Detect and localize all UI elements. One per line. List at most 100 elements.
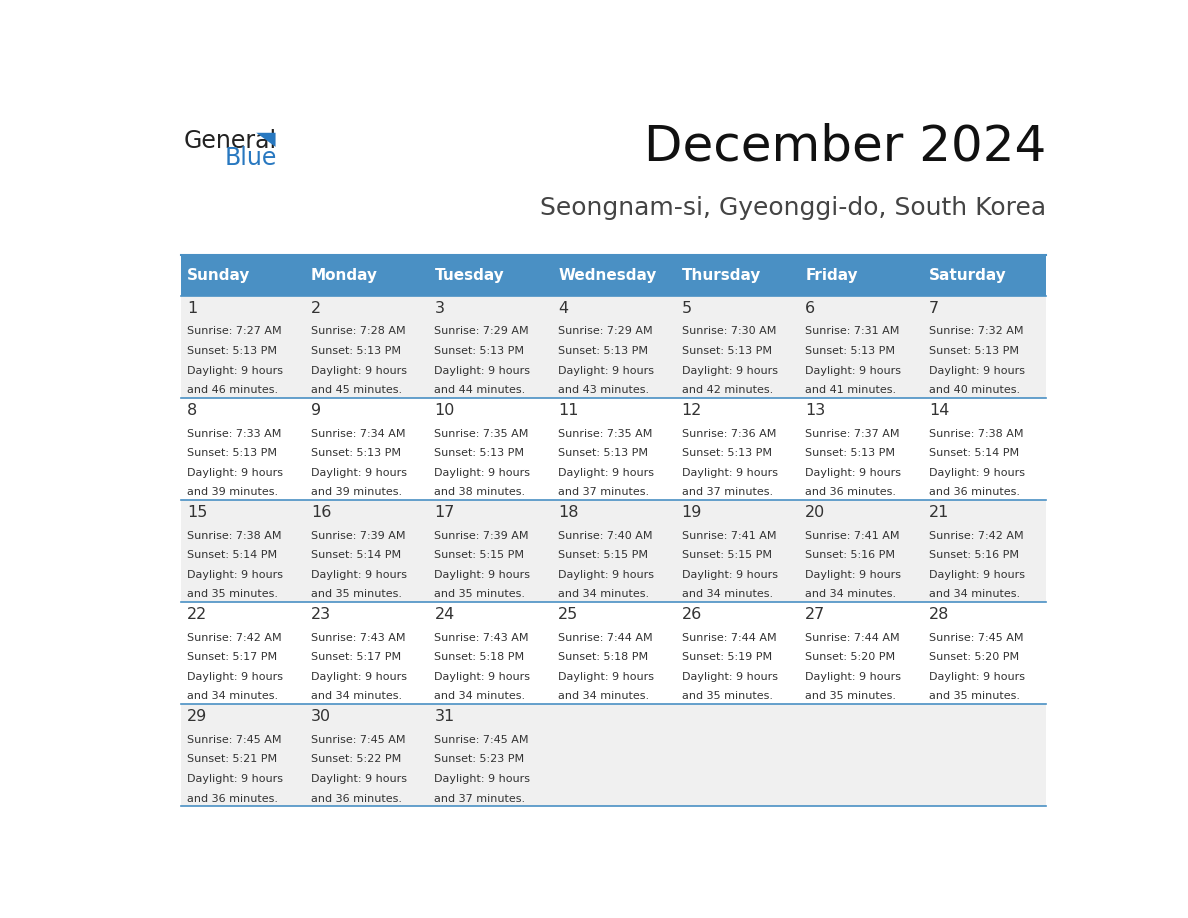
Bar (798, 602, 923, 704)
Bar (923, 255, 1047, 297)
Bar (923, 500, 1047, 602)
Text: and 38 minutes.: and 38 minutes. (435, 487, 525, 498)
Text: Daylight: 9 hours: Daylight: 9 hours (188, 570, 283, 580)
Text: 31: 31 (435, 710, 455, 724)
Text: Daylight: 9 hours: Daylight: 9 hours (682, 570, 778, 580)
Text: Daylight: 9 hours: Daylight: 9 hours (929, 468, 1025, 477)
Text: and 46 minutes.: and 46 minutes. (188, 386, 278, 396)
Text: and 34 minutes.: and 34 minutes. (558, 691, 649, 701)
Bar (181, 704, 304, 806)
Text: and 34 minutes.: and 34 minutes. (558, 589, 649, 599)
Text: 21: 21 (929, 505, 949, 521)
Bar (675, 255, 798, 297)
Text: and 36 minutes.: and 36 minutes. (311, 793, 402, 803)
Text: 22: 22 (188, 607, 208, 622)
Text: Sunset: 5:13 PM: Sunset: 5:13 PM (805, 346, 896, 356)
Text: 24: 24 (435, 607, 455, 622)
Text: Sunrise: 7:38 AM: Sunrise: 7:38 AM (188, 531, 282, 541)
Text: Sunset: 5:18 PM: Sunset: 5:18 PM (435, 653, 525, 662)
Text: Daylight: 9 hours: Daylight: 9 hours (435, 365, 531, 375)
Text: 10: 10 (435, 403, 455, 418)
Text: Thursday: Thursday (682, 268, 762, 283)
Text: 12: 12 (682, 403, 702, 418)
Bar (551, 398, 675, 500)
Text: Daylight: 9 hours: Daylight: 9 hours (435, 570, 531, 580)
Text: Sunset: 5:14 PM: Sunset: 5:14 PM (188, 550, 277, 560)
Text: and 37 minutes.: and 37 minutes. (682, 487, 773, 498)
Text: 29: 29 (188, 710, 208, 724)
Text: Sunset: 5:19 PM: Sunset: 5:19 PM (682, 653, 772, 662)
Text: and 35 minutes.: and 35 minutes. (682, 691, 772, 701)
Text: Daylight: 9 hours: Daylight: 9 hours (311, 468, 406, 477)
Text: 5: 5 (682, 301, 691, 316)
Text: and 36 minutes.: and 36 minutes. (929, 487, 1020, 498)
Bar (923, 398, 1047, 500)
Text: Daylight: 9 hours: Daylight: 9 hours (558, 570, 655, 580)
Text: Sunset: 5:15 PM: Sunset: 5:15 PM (435, 550, 524, 560)
Text: 7: 7 (929, 301, 940, 316)
Text: Sunrise: 7:45 AM: Sunrise: 7:45 AM (929, 633, 1024, 643)
Text: Daylight: 9 hours: Daylight: 9 hours (188, 468, 283, 477)
Text: Sunrise: 7:27 AM: Sunrise: 7:27 AM (188, 327, 282, 337)
Text: Sunset: 5:13 PM: Sunset: 5:13 PM (311, 448, 400, 458)
Bar (675, 602, 798, 704)
Text: and 35 minutes.: and 35 minutes. (929, 691, 1020, 701)
Text: 30: 30 (311, 710, 331, 724)
Text: Sunrise: 7:41 AM: Sunrise: 7:41 AM (805, 531, 899, 541)
Text: and 34 minutes.: and 34 minutes. (682, 589, 773, 599)
Text: Sunset: 5:13 PM: Sunset: 5:13 PM (188, 346, 277, 356)
Bar (675, 704, 798, 806)
Text: Blue: Blue (225, 146, 277, 170)
Bar (181, 500, 304, 602)
Bar (551, 704, 675, 806)
Text: Daylight: 9 hours: Daylight: 9 hours (188, 672, 283, 682)
Text: Sunset: 5:23 PM: Sunset: 5:23 PM (435, 755, 525, 765)
Bar (181, 297, 304, 398)
Text: Daylight: 9 hours: Daylight: 9 hours (682, 672, 778, 682)
Text: Sunset: 5:13 PM: Sunset: 5:13 PM (188, 448, 277, 458)
Text: Daylight: 9 hours: Daylight: 9 hours (188, 365, 283, 375)
Text: and 34 minutes.: and 34 minutes. (929, 589, 1020, 599)
Text: Sunset: 5:17 PM: Sunset: 5:17 PM (188, 653, 277, 662)
Text: Daylight: 9 hours: Daylight: 9 hours (929, 570, 1025, 580)
Bar (181, 602, 304, 704)
Bar (304, 602, 428, 704)
Text: 1: 1 (188, 301, 197, 316)
Text: Daylight: 9 hours: Daylight: 9 hours (558, 468, 655, 477)
Text: Sunrise: 7:28 AM: Sunrise: 7:28 AM (311, 327, 405, 337)
Text: Sunset: 5:18 PM: Sunset: 5:18 PM (558, 653, 649, 662)
Text: Sunday: Sunday (188, 268, 251, 283)
Text: Sunrise: 7:35 AM: Sunrise: 7:35 AM (435, 429, 529, 439)
Text: and 35 minutes.: and 35 minutes. (435, 589, 525, 599)
Bar (551, 602, 675, 704)
Bar (304, 704, 428, 806)
Text: Daylight: 9 hours: Daylight: 9 hours (682, 468, 778, 477)
Text: and 41 minutes.: and 41 minutes. (805, 386, 897, 396)
Bar (428, 500, 551, 602)
Text: 28: 28 (929, 607, 949, 622)
Text: Sunrise: 7:44 AM: Sunrise: 7:44 AM (558, 633, 652, 643)
Text: 14: 14 (929, 403, 949, 418)
Text: Sunset: 5:20 PM: Sunset: 5:20 PM (805, 653, 896, 662)
Text: and 44 minutes.: and 44 minutes. (435, 386, 526, 396)
Text: Sunset: 5:14 PM: Sunset: 5:14 PM (929, 448, 1019, 458)
Text: Daylight: 9 hours: Daylight: 9 hours (558, 672, 655, 682)
Text: 16: 16 (311, 505, 331, 521)
Text: and 37 minutes.: and 37 minutes. (558, 487, 649, 498)
Text: Sunset: 5:13 PM: Sunset: 5:13 PM (682, 346, 772, 356)
Text: Daylight: 9 hours: Daylight: 9 hours (805, 468, 902, 477)
Text: 8: 8 (188, 403, 197, 418)
Text: Daylight: 9 hours: Daylight: 9 hours (805, 672, 902, 682)
Bar (798, 704, 923, 806)
Bar (923, 602, 1047, 704)
Bar (181, 398, 304, 500)
Text: Seongnam-si, Gyeonggi-do, South Korea: Seongnam-si, Gyeonggi-do, South Korea (541, 196, 1047, 219)
Text: Sunrise: 7:39 AM: Sunrise: 7:39 AM (311, 531, 405, 541)
Bar (675, 500, 798, 602)
Bar (798, 398, 923, 500)
Bar (428, 255, 551, 297)
Text: and 35 minutes.: and 35 minutes. (311, 589, 402, 599)
Text: 13: 13 (805, 403, 826, 418)
Text: Sunrise: 7:41 AM: Sunrise: 7:41 AM (682, 531, 776, 541)
Text: and 39 minutes.: and 39 minutes. (188, 487, 278, 498)
